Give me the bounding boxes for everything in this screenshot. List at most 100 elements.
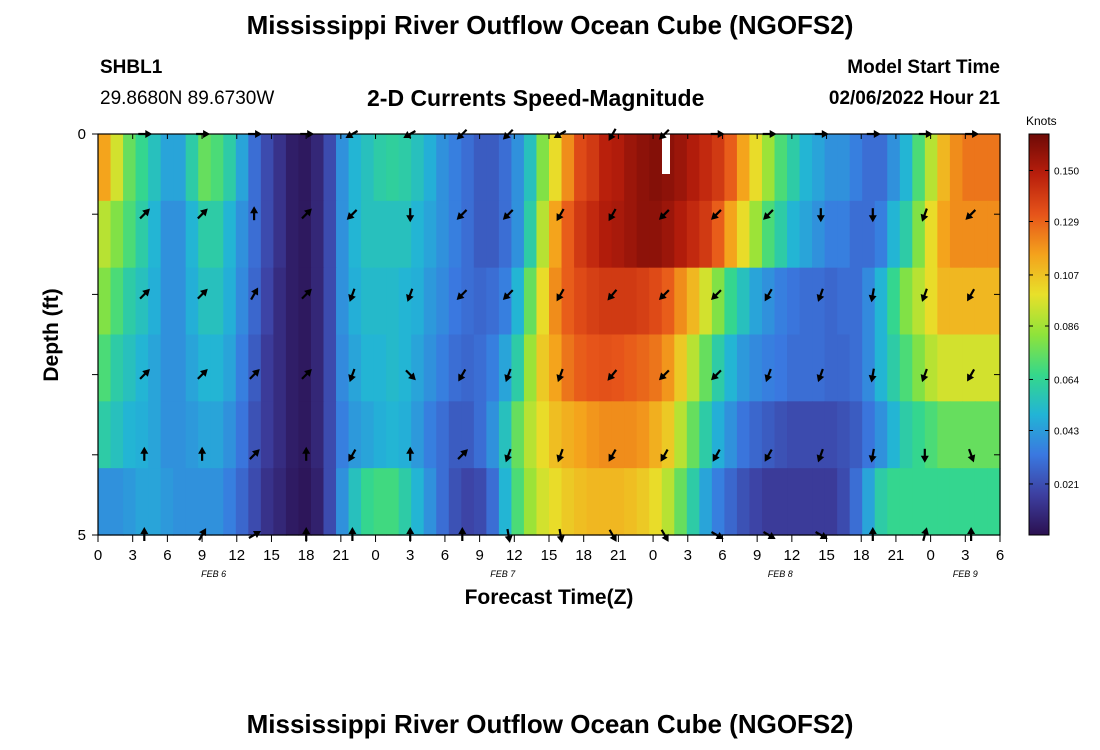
- heatmap-cell: [711, 468, 725, 536]
- arrow-head: [661, 533, 669, 542]
- current-vector-arrow: [711, 289, 722, 301]
- heatmap-cell: [899, 267, 913, 336]
- arrow-head: [556, 374, 565, 383]
- arrow-head: [920, 455, 929, 463]
- heatmap-cell: [611, 200, 625, 269]
- heatmap-cell: [285, 134, 300, 202]
- current-vector-arrow: [458, 368, 467, 382]
- heatmap-cell: [586, 468, 600, 536]
- heatmap-cell: [411, 267, 425, 336]
- arrow-head: [764, 293, 772, 302]
- heatmap-cell: [549, 267, 563, 336]
- heatmap-cell: [987, 468, 1001, 536]
- arrow-head: [920, 374, 929, 383]
- heatmap-cell: [386, 267, 400, 336]
- heatmap-cell: [837, 334, 851, 402]
- x-tick-label: 15: [541, 547, 558, 564]
- heatmap-cell: [649, 134, 663, 202]
- x-tick-label: 12: [506, 547, 523, 564]
- heatmap-cell: [473, 334, 487, 402]
- arrow-head: [967, 293, 975, 302]
- heatmap-cell: [336, 334, 350, 402]
- arrow-head: [658, 372, 667, 381]
- heatmap-cell: [198, 334, 212, 402]
- heatmap-cell: [974, 468, 989, 536]
- arrow-head: [608, 213, 616, 222]
- heatmap-cell: [323, 468, 337, 536]
- heatmap-cell: [749, 334, 763, 402]
- heatmap-cell: [962, 267, 976, 336]
- heatmap-cell: [724, 468, 738, 536]
- heatmap-cell: [912, 134, 926, 202]
- heatmap-cell: [461, 334, 475, 402]
- current-vector-arrow: [816, 368, 825, 383]
- heatmap-cell: [298, 401, 312, 469]
- heatmap-cell: [761, 468, 776, 536]
- current-vector-arrow: [348, 527, 357, 541]
- current-vector-arrow: [607, 369, 618, 381]
- current-vector-arrow: [608, 449, 617, 462]
- station-coords: 29.8680N 89.6730W: [100, 88, 275, 109]
- heatmap-cell: [812, 468, 826, 536]
- heatmap-cell: [787, 267, 801, 336]
- heatmap-cell: [699, 200, 713, 269]
- heatmap-cell: [448, 468, 462, 536]
- heatmap-cell: [837, 468, 851, 536]
- heatmap-cell: [699, 334, 713, 402]
- heatmap-cell: [611, 267, 625, 336]
- arrow-head: [140, 527, 149, 534]
- heatmap-cell: [536, 401, 550, 469]
- heatmap-cell: [837, 401, 851, 469]
- heatmap-cell: [511, 334, 525, 402]
- heatmap-cell: [448, 401, 462, 469]
- heatmap-cell: [799, 468, 813, 536]
- current-vector-arrow: [457, 449, 468, 460]
- heatmap-cell: [549, 401, 563, 469]
- heatmap-cell: [198, 267, 212, 336]
- heatmap-cell: [448, 200, 462, 269]
- heatmap-cell: [373, 267, 387, 336]
- heatmap-cell: [436, 267, 450, 336]
- station-id: SHBL1: [100, 57, 163, 78]
- heatmap-cell: [624, 468, 638, 536]
- heatmap-cell: [749, 468, 763, 536]
- heatmap-cell: [724, 200, 738, 269]
- heatmap-cell: [699, 468, 713, 536]
- current-vector-arrow: [301, 208, 312, 220]
- heatmap-cell: [862, 134, 876, 202]
- heatmap-cell: [248, 468, 262, 536]
- heatmap-cell: [235, 267, 249, 336]
- arrow-head: [406, 293, 414, 302]
- heatmap-cell: [636, 334, 650, 402]
- arrow-head: [556, 293, 564, 302]
- heatmap-cell: [749, 401, 763, 469]
- heatmap-cell: [235, 200, 249, 269]
- heatmap-cell: [574, 267, 588, 336]
- y-axis-label: Depth (ft): [40, 288, 63, 381]
- current-vector-arrow: [301, 368, 312, 380]
- heatmap-cell: [235, 401, 249, 469]
- heatmap-cell: [774, 200, 788, 269]
- heatmap-cell: [185, 334, 199, 402]
- current-vector-arrow: [920, 288, 929, 302]
- heatmap-cell: [298, 267, 312, 336]
- current-vector-arrow: [197, 368, 208, 380]
- arrow-head: [711, 372, 719, 381]
- heatmap-cell: [173, 267, 187, 336]
- current-vector-arrow: [556, 368, 565, 383]
- current-vector-arrow: [712, 449, 721, 462]
- arrow-head: [816, 215, 825, 223]
- heatmap-cell: [511, 134, 525, 202]
- heatmap-cell: [523, 267, 538, 336]
- heatmap-cell: [736, 401, 751, 469]
- arrow-head: [251, 368, 260, 377]
- current-vector-arrow: [346, 209, 358, 220]
- heatmap-cell: [185, 401, 199, 469]
- x-tick-label: 9: [475, 547, 483, 564]
- heatmap-cell: [373, 401, 387, 469]
- heatmap-cell: [674, 468, 688, 536]
- heatmap-cell: [912, 334, 926, 402]
- arrow-head: [607, 372, 616, 381]
- arrow-head: [346, 212, 355, 220]
